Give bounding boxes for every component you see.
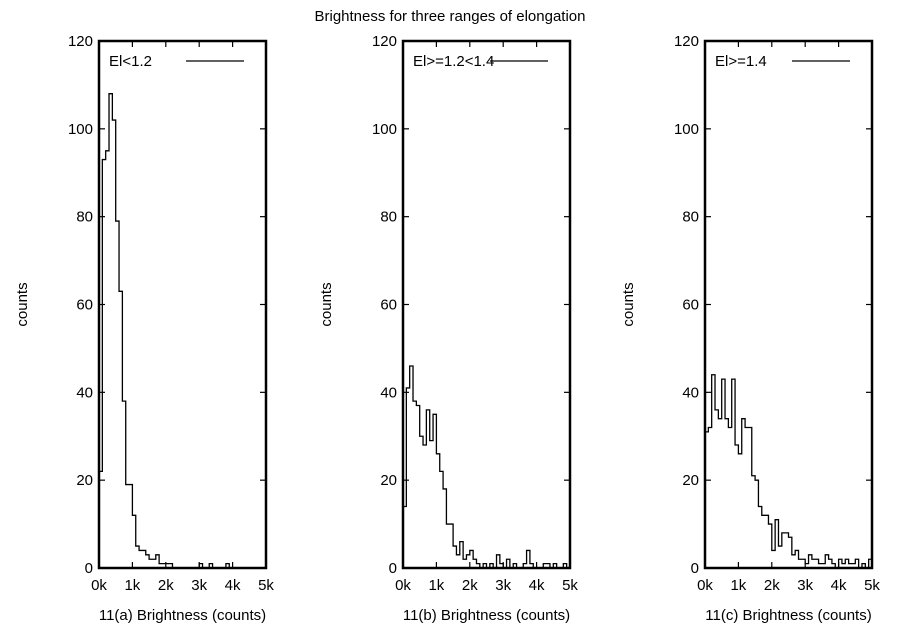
x-tick-label-a: 5k xyxy=(258,577,274,594)
histogram-series-b xyxy=(402,365,570,569)
histogram-panel-a: 0 20 40 60 80 100 120 0k 1k 2k 3k 4k 5k El<1.2 11(a) B… xyxy=(14,33,274,624)
y-tick-label-a: 80 xyxy=(76,209,93,226)
x-tick-label-b: 1k xyxy=(428,577,444,594)
y-tick-label-c: 20 xyxy=(682,472,699,489)
x-axis-label-c: 11(c) Brightness (counts) xyxy=(705,607,871,624)
y-tick-label-c: 100 xyxy=(674,121,699,138)
x-tick-label-c: 2k xyxy=(764,577,780,594)
histogram-panel-c: 0 20 40 60 80 100 120 0k 1k 2k 3k 4k 5k El>=1.4 11(c) … xyxy=(620,33,880,624)
y-tick-label-b: 100 xyxy=(372,121,397,138)
figure-title: Brightness for three ranges of elongatio… xyxy=(314,8,585,25)
panels: 0 20 40 60 80 100 120 0k 1k 2k 3k 4k 5k El<1.2 11(a) B… xyxy=(14,33,880,624)
y-tick-label-b: 20 xyxy=(380,472,397,489)
x-tick-label-c: 0k xyxy=(697,577,713,594)
x-tick-label-b: 0k xyxy=(395,577,411,594)
y-tick-label-c: 80 xyxy=(682,209,699,226)
x-tick-label-c: 4k xyxy=(831,577,847,594)
x-tick-label-a: 0k xyxy=(91,577,107,594)
x-tick-label-b: 2k xyxy=(462,577,478,594)
y-tick-label-a: 100 xyxy=(68,121,93,138)
histogram-panel-b: 0 20 40 60 80 100 120 0k 1k 2k 3k 4k 5k El>=1.2<1.4 11… xyxy=(318,33,578,624)
x-tick-label-a: 2k xyxy=(158,577,174,594)
y-tick-label-c: 120 xyxy=(674,33,699,50)
y-tick-label-c: 60 xyxy=(682,297,699,314)
y-tick-label-a: 120 xyxy=(68,33,93,50)
plot-frame-c xyxy=(703,39,874,570)
y-tick-label-c: 40 xyxy=(682,384,699,401)
x-tick-label-c: 3k xyxy=(797,577,813,594)
x-tick-label-b: 5k xyxy=(562,577,578,594)
y-tick-label-a: 20 xyxy=(76,472,93,489)
x-tick-label-a: 1k xyxy=(124,577,140,594)
x-tick-label-b: 4k xyxy=(529,577,545,594)
y-tick-label-c: 0 xyxy=(691,560,699,577)
y-tick-label-a: 0 xyxy=(85,560,93,577)
x-axis-label-b: 11(b) Brightness (counts) xyxy=(403,607,570,624)
legend-label-c: El>=1.4 xyxy=(715,53,767,70)
plot-frame-a xyxy=(97,39,268,570)
y-axis-label-c: counts xyxy=(620,282,637,326)
y-axis-label-b: counts xyxy=(318,282,335,326)
plot-frame-b xyxy=(401,39,572,570)
y-tick-label-b: 60 xyxy=(380,297,397,314)
x-tick-label-c: 1k xyxy=(730,577,746,594)
y-tick-label-b: 40 xyxy=(380,384,397,401)
y-axis-label-a: counts xyxy=(14,282,31,326)
x-tick-label-c: 5k xyxy=(864,577,880,594)
histogram-series-a xyxy=(98,93,266,569)
y-tick-label-b: 0 xyxy=(389,560,397,577)
y-tick-label-b: 120 xyxy=(372,33,397,50)
x-tick-label-a: 3k xyxy=(191,577,207,594)
x-tick-label-a: 4k xyxy=(225,577,241,594)
histogram-series-c xyxy=(704,374,873,569)
y-tick-label-a: 40 xyxy=(76,384,93,401)
x-axis-label-a: 11(a) Brightness (counts) xyxy=(99,607,266,624)
y-tick-label-b: 80 xyxy=(380,209,397,226)
x-tick-label-b: 3k xyxy=(495,577,511,594)
y-tick-label-a: 60 xyxy=(76,297,93,314)
legend-label-b: El>=1.2<1.4 xyxy=(413,53,494,70)
legend-label-a: El<1.2 xyxy=(109,53,152,70)
